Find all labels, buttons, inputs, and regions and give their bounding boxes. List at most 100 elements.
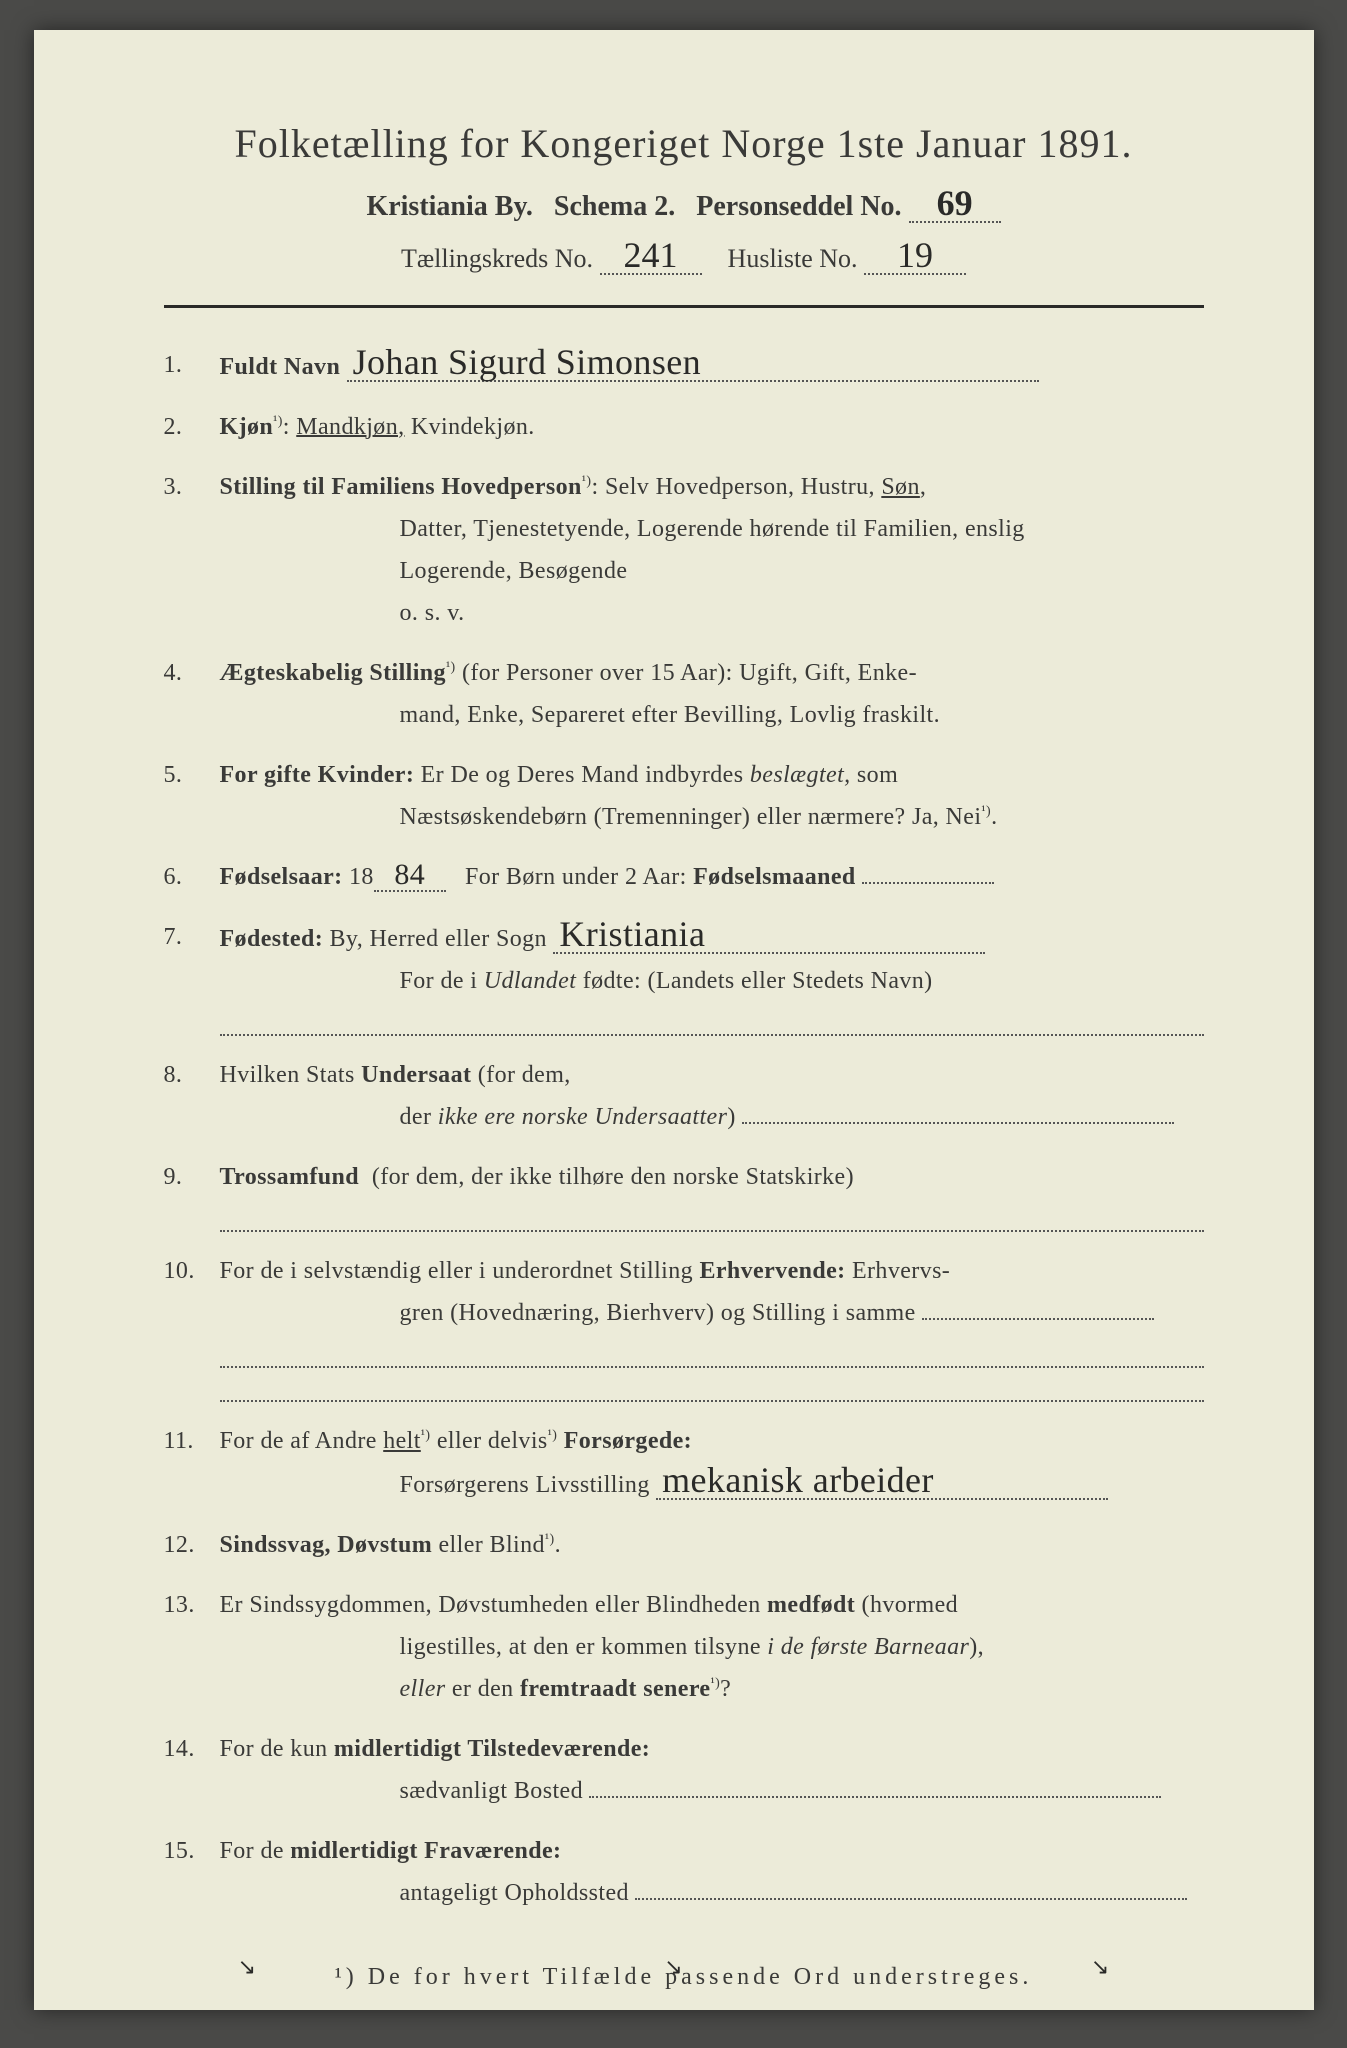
sup-5: ¹) (981, 804, 991, 819)
item-5-label: For gifte Kvinder: (220, 762, 415, 788)
husliste-label: Husliste No. (728, 244, 858, 273)
item-7-line2b: Udlandet (484, 968, 577, 994)
item-8-line1: Hvilken Stats (220, 1062, 362, 1088)
item-8-line2a: der (400, 1104, 438, 1130)
item-12: Sindssvag, Døvstum eller Blind¹). (164, 1524, 1204, 1566)
item-13-line2-wrap: ligestilles, at den er kommen tilsyne i … (220, 1626, 1204, 1668)
item-14-line2-wrap: sædvanligt Bosted (220, 1770, 1204, 1812)
sup-13: ¹) (711, 1676, 721, 1691)
item-13-line2a: ligestilles, at den er kommen tilsyne (400, 1634, 768, 1660)
divider (164, 305, 1204, 308)
item-2: Kjøn¹): Mandkjøn, Kvindekjøn. (164, 406, 1204, 448)
item-7-line2-wrap: For de i Udlandet fødte: (Landets eller … (220, 960, 1204, 1002)
item-6-mlabel: Fødselsmaaned (693, 864, 856, 890)
item-13-label2: fremtraadt senere (520, 1676, 711, 1702)
item-5-line1c: som (851, 762, 899, 788)
item-11-mid: eller delvis (430, 1428, 547, 1454)
item-10-blank2 (220, 1342, 1204, 1368)
item-3-son: Søn (881, 474, 920, 500)
item-6-mid: For Børn under 2 Aar: (465, 864, 687, 890)
item-11: For de af Andre helt¹) eller delvis¹) Fo… (164, 1420, 1204, 1506)
item-11-label: Forsørgede: (564, 1428, 692, 1454)
item-13-label: medfødt (767, 1592, 855, 1618)
item-4-line1: Ugift, Gift, Enke- (739, 660, 917, 686)
item-15-label: midlertidigt Fraværende: (290, 1838, 561, 1864)
item-5-line2-wrap: Næstsøskendebørn (Tremenninger) eller næ… (220, 796, 1204, 838)
item-13-line1b: (hvormed (855, 1592, 958, 1618)
personseddel-no: 69 (909, 185, 1001, 223)
item-15-line2-wrap: antageligt Opholdssted (220, 1872, 1204, 1914)
item-10-line1a: For de i selvstændig eller i underordnet… (220, 1258, 700, 1284)
husliste-no: 19 (864, 237, 966, 275)
item-10-blank3 (220, 1376, 1204, 1402)
item-12-label: Sindssvag, Døvstum (220, 1532, 433, 1558)
item-11-line2: Forsørgerens Livsstilling (400, 1472, 650, 1498)
item-13-line1a: Er Sindssygdommen, Døvstumheden eller Bl… (220, 1592, 768, 1618)
tkreds-label: Tællingskreds No. (401, 244, 593, 273)
item-8-line2-wrap: der ikke ere norske Undersaatter) (220, 1096, 1204, 1138)
item-2-kvindekjon: Kvindekjøn. (411, 414, 535, 440)
item-7-line2c: fødte: (Landets eller Stedets Navn) (576, 968, 932, 994)
item-14-line1: For de kun (220, 1736, 334, 1762)
schema-label: Schema 2. (554, 191, 675, 222)
item-3-label: Stilling til Familiens Hovedperson (220, 474, 582, 500)
sup-4: ¹) (446, 660, 456, 675)
item-10-line1b: Erhvervs- (852, 1258, 950, 1284)
item-11-line2-wrap: Forsørgerens Livsstilling mekanisk arbei… (220, 1462, 1204, 1506)
item-15-line2: antageligt Opholdssted (400, 1880, 629, 1906)
item-6-month (862, 882, 994, 884)
item-10-label: Erhvervende: (699, 1258, 845, 1284)
item-2-label: Kjøn (220, 414, 274, 440)
tick-marks: ↘ ↘ ↘ (34, 1954, 1314, 1980)
item-7-line2a: For de i (400, 968, 484, 994)
item-14-label: midlertidigt Tilstedeværende: (334, 1736, 650, 1762)
item-10-blank1 (922, 1318, 1154, 1320)
subtitle-line-1: Kristiania By. Schema 2. Personseddel No… (164, 185, 1204, 223)
item-10: For de i selvstændig eller i underordnet… (164, 1250, 1204, 1402)
item-11-line1a: For de af Andre (220, 1428, 384, 1454)
tick-icon: ↘ (664, 1954, 682, 1980)
personseddel-label: Personseddel No. (696, 191, 901, 222)
item-13-line2b: i de første Barneaar (767, 1634, 969, 1660)
sup-3: ¹) (582, 474, 592, 489)
sup-12: ¹) (545, 1532, 555, 1547)
item-10-line2-wrap: gren (Hovednæring, Bierhverv) og Stillin… (220, 1292, 1204, 1334)
item-13-line3b: er den (445, 1676, 520, 1702)
item-3: Stilling til Familiens Hovedperson¹): Se… (164, 466, 1204, 634)
item-7-blank (220, 1010, 1204, 1036)
item-9-blank (220, 1206, 1204, 1232)
item-10-line2: gren (Hovednæring, Bierhverv) og Stillin… (400, 1300, 916, 1326)
item-11-helt: helt (383, 1428, 421, 1454)
item-13: Er Sindssygdommen, Døvstumheden eller Bl… (164, 1584, 1204, 1710)
tick-icon: ↘ (1091, 1954, 1109, 1980)
item-9-label: Trossamfund (220, 1164, 360, 1190)
item-2-mandkjon: Mandkjøn, (296, 414, 404, 440)
item-4-line2: mand, Enke, Separeret efter Bevilling, L… (220, 694, 1204, 736)
item-13-line3-wrap: eller er den fremtraadt senere¹)? (220, 1668, 1204, 1710)
tkreds-no: 241 (600, 237, 702, 275)
page-title: Folketælling for Kongeriget Norge 1ste J… (164, 120, 1204, 167)
item-8: Hvilken Stats Undersaat (for dem, der ik… (164, 1054, 1204, 1138)
census-form-page: Folketælling for Kongeriget Norge 1ste J… (34, 30, 1314, 2010)
item-5-line2: Næstsøskendebørn (Tremenninger) eller næ… (400, 804, 982, 830)
item-5-line1a: Er De og Deres Mand indbyrdes (421, 762, 750, 788)
item-15-line1: For de (220, 1838, 291, 1864)
subtitle-line-2: Tællingskreds No. 241 Husliste No. 19 (164, 237, 1204, 275)
item-1: Fuldt Navn Johan Sigurd Simonsen (164, 344, 1204, 388)
item-7: Fødested: By, Herred eller Sogn Kristian… (164, 916, 1204, 1036)
item-12-text: eller Blind (432, 1532, 545, 1558)
item-9-text: (for dem, der ikke tilhøre den norske St… (372, 1164, 854, 1190)
item-15: For de midlertidigt Fraværende: antageli… (164, 1830, 1204, 1914)
item-8-line2b: ikke ere norske Undersaatter (438, 1104, 728, 1130)
item-5: For gifte Kvinder: Er De og Deres Mand i… (164, 754, 1204, 838)
item-8-paren: (for dem, (478, 1062, 571, 1088)
city-label: Kristiania By. (366, 191, 532, 222)
item-11-value: mekanisk arbeider (656, 1462, 1108, 1500)
item-4-label: Ægteskabelig Stilling (220, 660, 446, 686)
item-3-line4: o. s. v. (220, 592, 1204, 634)
item-4: Ægteskabelig Stilling¹) (for Personer ov… (164, 652, 1204, 736)
form-items: Fuldt Navn Johan Sigurd Simonsen Kjøn¹):… (164, 344, 1204, 1914)
item-14: For de kun midlertidigt Tilstedeværende:… (164, 1728, 1204, 1812)
item-4-paren: (for Personer over 15 Aar): (462, 660, 733, 686)
item-1-label: Fuldt Navn (220, 354, 341, 380)
